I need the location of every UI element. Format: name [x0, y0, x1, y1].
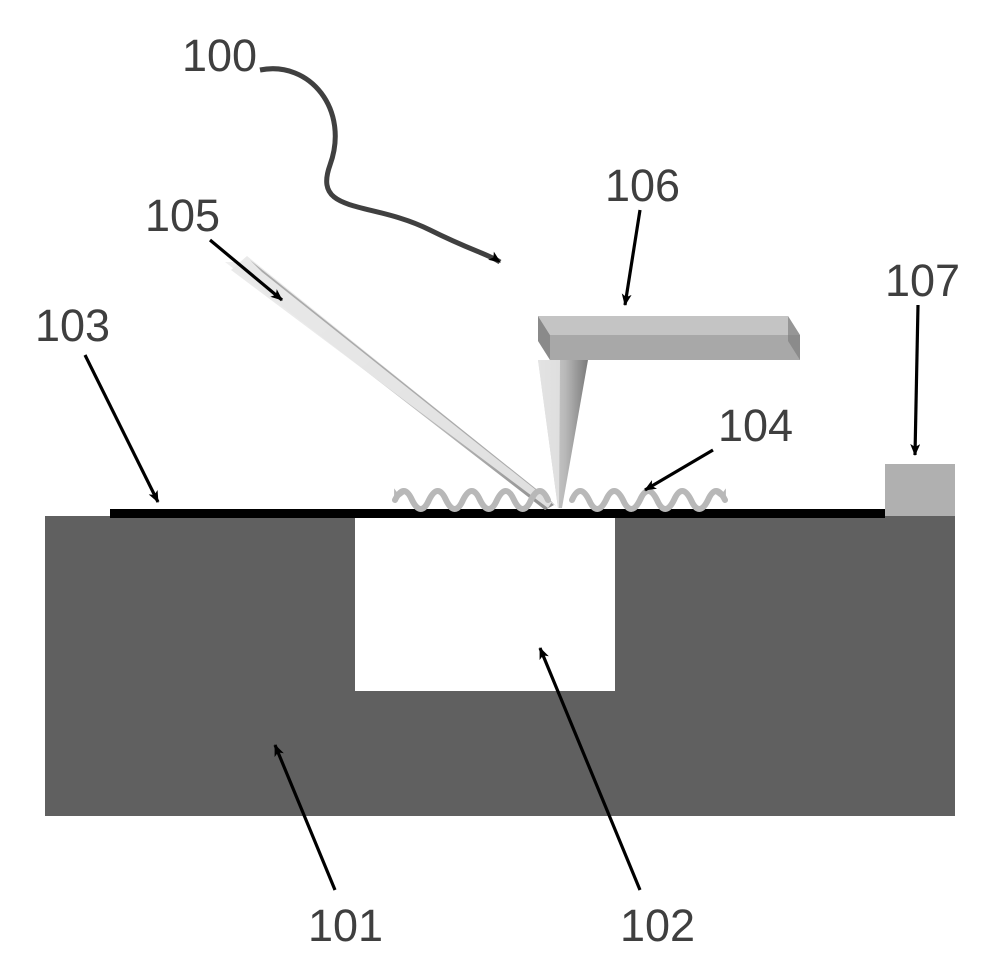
- arrow-100: [260, 69, 500, 262]
- arrow-103: [85, 355, 158, 502]
- label-103: 103: [35, 300, 110, 352]
- cavity: [355, 516, 615, 691]
- diagram-svg: [0, 0, 1000, 971]
- arrow-105: [210, 240, 282, 300]
- arrow-107: [915, 305, 918, 455]
- label-102: 102: [620, 900, 695, 952]
- label-107: 107: [885, 255, 960, 307]
- diagram-stage: 100 105 106 107 103 104 101 102: [0, 0, 1000, 971]
- probe-tip: [538, 360, 588, 508]
- arrow-106: [625, 210, 640, 305]
- label-101: 101: [308, 900, 383, 952]
- label-106: 106: [605, 160, 680, 212]
- label-105: 105: [145, 190, 220, 242]
- cantilever: [538, 316, 800, 360]
- label-100: 100: [182, 30, 257, 82]
- thin-film: [110, 509, 885, 518]
- arrow-104: [645, 450, 713, 490]
- label-104: 104: [718, 400, 793, 452]
- detector-block: [885, 464, 955, 516]
